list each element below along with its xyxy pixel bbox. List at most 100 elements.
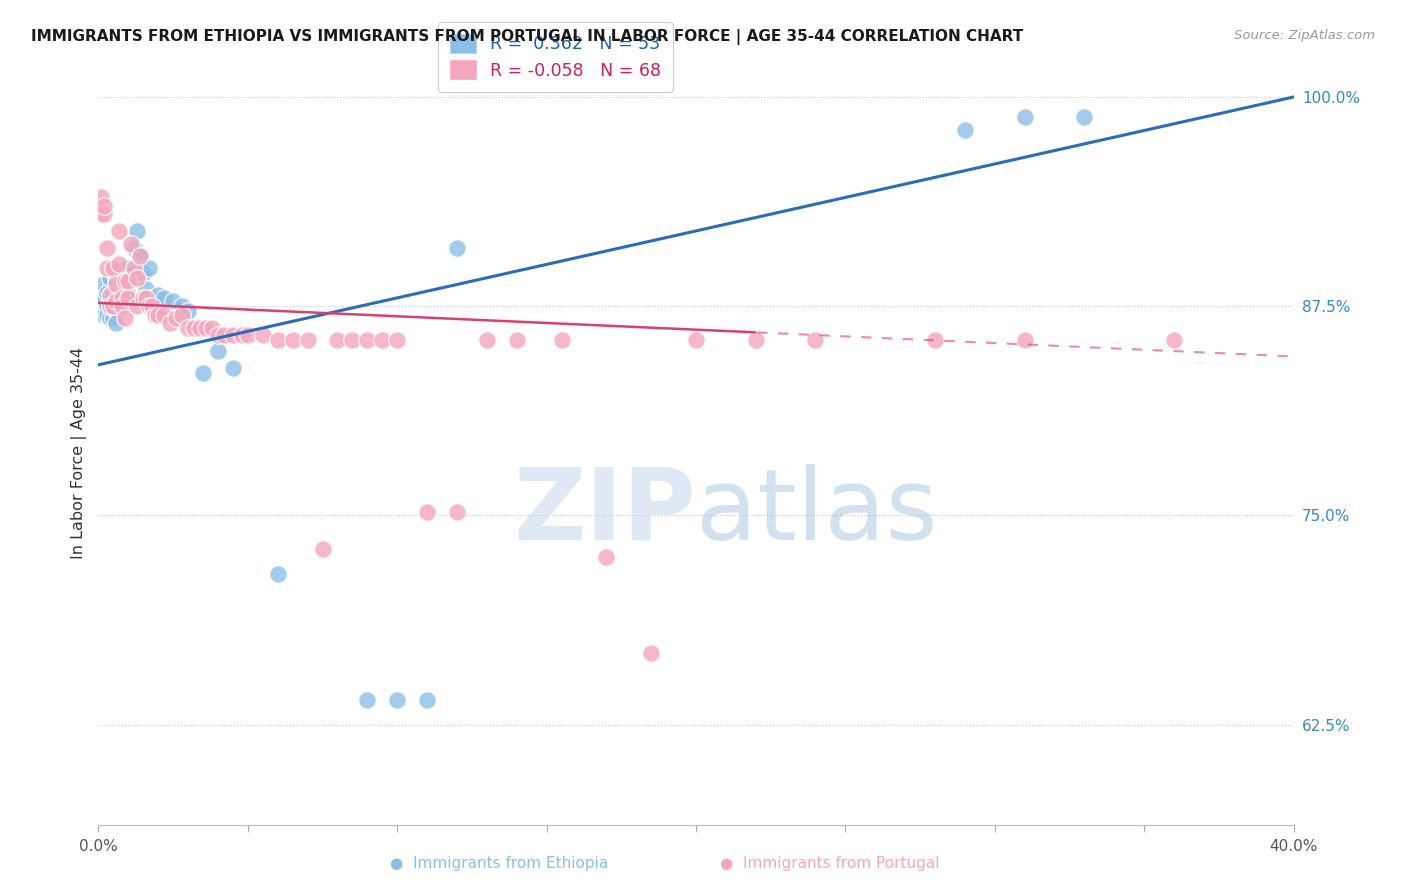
- Point: [356, 692, 378, 706]
- Point: [1073, 110, 1095, 124]
- Point: [475, 333, 498, 347]
- Point: [93, 199, 115, 213]
- Point: [148, 308, 170, 322]
- Point: [111, 274, 134, 288]
- Point: [267, 567, 290, 582]
- Text: ●  Immigrants from Portugal: ● Immigrants from Portugal: [720, 855, 939, 871]
- Text: ZIP: ZIP: [513, 464, 696, 561]
- Point: [93, 207, 115, 221]
- Point: [96, 260, 118, 275]
- Point: [117, 260, 139, 275]
- Point: [120, 266, 142, 280]
- Point: [117, 274, 139, 288]
- Point: [114, 294, 136, 309]
- Point: [188, 321, 211, 335]
- Point: [138, 299, 160, 313]
- Point: [195, 321, 218, 335]
- Point: [1163, 333, 1185, 347]
- Point: [98, 299, 122, 313]
- Point: [953, 123, 976, 137]
- Point: [1014, 333, 1036, 347]
- Point: [385, 692, 409, 706]
- Point: [252, 327, 274, 342]
- Point: [153, 308, 176, 322]
- Point: [98, 270, 122, 285]
- Text: atlas: atlas: [696, 464, 938, 561]
- Point: [90, 287, 112, 301]
- Point: [93, 294, 115, 309]
- Point: [103, 264, 125, 278]
- Point: [446, 241, 468, 255]
- Point: [222, 327, 245, 342]
- Text: IMMIGRANTS FROM ETHIOPIA VS IMMIGRANTS FROM PORTUGAL IN LABOR FORCE | AGE 35-44 : IMMIGRANTS FROM ETHIOPIA VS IMMIGRANTS F…: [31, 29, 1024, 45]
- Point: [105, 277, 128, 292]
- Point: [207, 327, 229, 342]
- Point: [90, 296, 112, 310]
- Point: [93, 277, 115, 292]
- Point: [356, 333, 378, 347]
- Point: [177, 304, 200, 318]
- Point: [105, 291, 128, 305]
- Point: [103, 299, 125, 313]
- Point: [297, 333, 319, 347]
- Point: [924, 333, 946, 347]
- Point: [745, 333, 768, 347]
- Text: ●  Immigrants from Ethiopia: ● Immigrants from Ethiopia: [389, 855, 609, 871]
- Point: [105, 274, 128, 288]
- Point: [201, 321, 224, 335]
- Point: [231, 327, 253, 342]
- Point: [153, 291, 176, 305]
- Point: [98, 299, 122, 313]
- Point: [141, 299, 163, 313]
- Point: [416, 505, 439, 519]
- Point: [281, 333, 304, 347]
- Point: [124, 241, 146, 255]
- Y-axis label: In Labor Force | Age 35-44: In Labor Force | Age 35-44: [72, 347, 87, 558]
- Point: [236, 327, 259, 342]
- Point: [371, 333, 394, 347]
- Point: [550, 333, 572, 347]
- Point: [135, 291, 157, 305]
- Point: [385, 333, 409, 347]
- Point: [177, 321, 200, 335]
- Point: [120, 237, 142, 252]
- Point: [595, 550, 617, 565]
- Point: [127, 270, 149, 285]
- Point: [212, 327, 235, 342]
- Point: [311, 541, 333, 556]
- Point: [207, 344, 229, 359]
- Point: [90, 308, 112, 322]
- Point: [117, 287, 139, 301]
- Point: [111, 299, 134, 313]
- Point: [129, 249, 152, 263]
- Point: [1014, 110, 1036, 124]
- Point: [111, 291, 134, 305]
- Point: [416, 692, 439, 706]
- Point: [191, 366, 214, 380]
- Point: [326, 333, 349, 347]
- Point: [132, 266, 155, 280]
- Point: [267, 333, 290, 347]
- Point: [127, 299, 149, 313]
- Point: [172, 299, 194, 313]
- Point: [114, 266, 136, 280]
- Point: [105, 304, 128, 318]
- Point: [103, 260, 125, 275]
- Point: [506, 333, 529, 347]
- Text: Source: ZipAtlas.com: Source: ZipAtlas.com: [1234, 29, 1375, 42]
- Point: [138, 260, 160, 275]
- Legend: R =  0.362   N = 53, R = -0.058   N = 68: R = 0.362 N = 53, R = -0.058 N = 68: [437, 22, 672, 92]
- Point: [103, 299, 125, 313]
- Point: [98, 310, 122, 325]
- Point: [90, 190, 112, 204]
- Point: [141, 291, 163, 305]
- Point: [222, 361, 245, 376]
- Point: [446, 505, 468, 519]
- Point: [132, 291, 155, 305]
- Point: [143, 308, 166, 322]
- Point: [127, 224, 149, 238]
- Point: [105, 294, 128, 309]
- Point: [93, 308, 115, 322]
- Point: [96, 241, 118, 255]
- Point: [183, 321, 205, 335]
